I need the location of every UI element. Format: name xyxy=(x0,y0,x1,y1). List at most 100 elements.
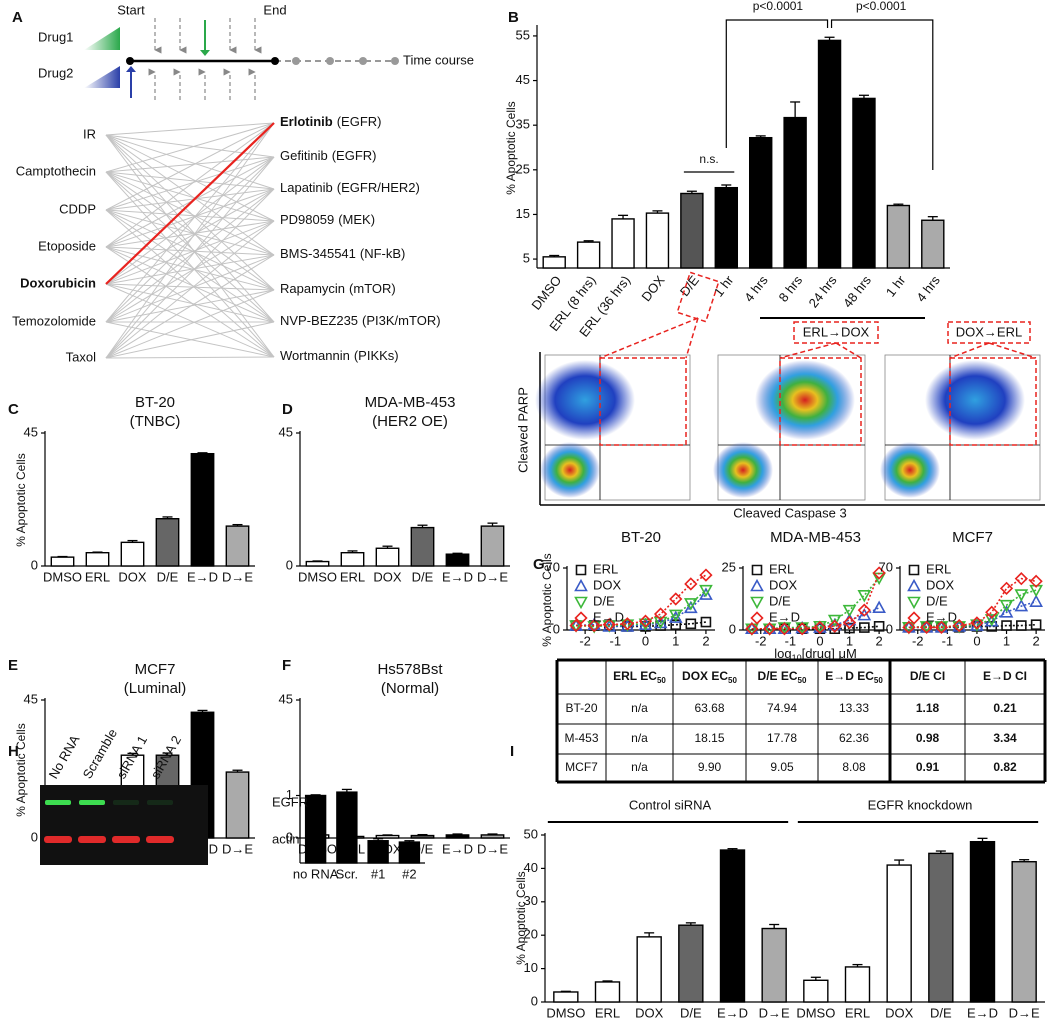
band xyxy=(78,836,106,843)
marker xyxy=(795,622,809,636)
y-tick-label: 30 xyxy=(524,893,538,908)
x-tick-label: E→D xyxy=(717,1005,748,1020)
x-tick-label: DMSO xyxy=(528,273,564,313)
bar xyxy=(190,452,215,567)
table-cell: 63.68 xyxy=(694,701,724,715)
link xyxy=(105,188,275,211)
bar xyxy=(304,794,327,864)
chart-title: MCF7 xyxy=(952,529,993,546)
legend-marker xyxy=(908,564,920,576)
drug1-label: Drug1 xyxy=(38,29,73,44)
time-course-label: Time course xyxy=(403,52,474,67)
link xyxy=(105,171,275,190)
x-label-part: log xyxy=(774,646,791,661)
legend-label: DOX xyxy=(593,577,622,592)
link xyxy=(105,220,275,285)
row-label: BT-20 xyxy=(565,701,597,715)
bar xyxy=(336,791,358,864)
link xyxy=(105,254,275,285)
link xyxy=(105,156,275,323)
table-cell: 9.90 xyxy=(698,760,722,774)
link xyxy=(105,283,275,323)
marker xyxy=(857,589,872,603)
dot xyxy=(292,57,300,65)
cell-cloud xyxy=(535,360,635,440)
marker xyxy=(620,619,635,632)
bar xyxy=(553,991,579,1003)
y-tick-label: 40 xyxy=(524,860,538,875)
bar xyxy=(678,924,704,1003)
arrow-head xyxy=(126,66,136,72)
band xyxy=(147,800,173,805)
axis-label: Cleaved Caspase 3 xyxy=(733,505,846,520)
link xyxy=(105,220,275,248)
connector xyxy=(835,342,862,359)
marker xyxy=(844,622,855,634)
link xyxy=(105,220,275,323)
header-text: D/E CI xyxy=(910,669,945,683)
drug-target: (EGFR/HER2) xyxy=(337,180,420,195)
table-cell: 9.05 xyxy=(770,760,794,774)
y-axis-label: % Apoptotic Cells xyxy=(514,871,528,964)
header-text: D/E EC xyxy=(758,669,798,683)
fit-line xyxy=(576,574,707,627)
marker xyxy=(813,620,827,635)
panel-label: G xyxy=(533,556,545,573)
band xyxy=(113,800,139,805)
x-tick-label: DMSO xyxy=(546,1005,585,1020)
marker xyxy=(842,615,857,630)
legend-label: E→D xyxy=(926,609,957,624)
x-tick-label: DOX xyxy=(638,272,667,304)
chart-subtitle: (Luminal) xyxy=(124,680,187,697)
link xyxy=(105,321,275,359)
y-tick-label: 45 xyxy=(24,691,38,706)
x-tick-label: 0 xyxy=(973,633,980,648)
table-header: ERL EC50 xyxy=(613,669,666,685)
y-axis-label: % Apoptotic Cells xyxy=(14,453,28,546)
cell-cloud xyxy=(925,360,1025,440)
bar xyxy=(611,218,635,269)
chart-subtitle: (Normal) xyxy=(381,680,439,697)
bar xyxy=(120,541,145,567)
marker xyxy=(685,618,697,630)
bar xyxy=(594,981,621,1003)
x-tick-label: D→E xyxy=(477,841,508,856)
link xyxy=(105,134,275,358)
bar xyxy=(410,526,435,567)
y-tick-label: 0 xyxy=(729,621,736,636)
annotation: n.s. xyxy=(699,152,718,166)
band xyxy=(146,836,174,843)
highlight-box xyxy=(599,357,687,446)
marker xyxy=(970,616,984,630)
start-label: Start xyxy=(117,2,145,17)
link xyxy=(105,156,275,359)
link xyxy=(105,188,275,248)
legend-marker xyxy=(907,596,921,610)
link xyxy=(105,283,275,358)
x-tick-label: DMSO xyxy=(43,569,82,584)
bar xyxy=(748,136,773,269)
link xyxy=(105,122,275,359)
x-tick-label: DOX xyxy=(118,569,147,584)
table-cell: 0.91 xyxy=(916,760,940,774)
group-label: Control siRNA xyxy=(629,797,712,812)
header-text: E→D EC xyxy=(825,669,874,683)
y-tick-label: 45 xyxy=(516,72,530,87)
drug-label: PD98059 (MEK) xyxy=(280,212,375,227)
bar xyxy=(155,518,180,567)
marker xyxy=(1030,619,1042,630)
y-tick-label: 70 xyxy=(879,559,893,574)
link xyxy=(105,220,275,359)
x-tick-label: 1 xyxy=(846,633,853,648)
x-tick-label: #2 xyxy=(402,866,416,881)
y-tick-label: 0 xyxy=(31,557,38,572)
link xyxy=(105,156,275,285)
bar xyxy=(803,979,829,1003)
bar xyxy=(817,39,842,269)
marker xyxy=(745,622,759,636)
table-cell: 0.82 xyxy=(993,760,1017,774)
highlight-box xyxy=(779,357,862,446)
bar xyxy=(340,552,365,567)
drug-label: Etoposide xyxy=(38,238,96,253)
